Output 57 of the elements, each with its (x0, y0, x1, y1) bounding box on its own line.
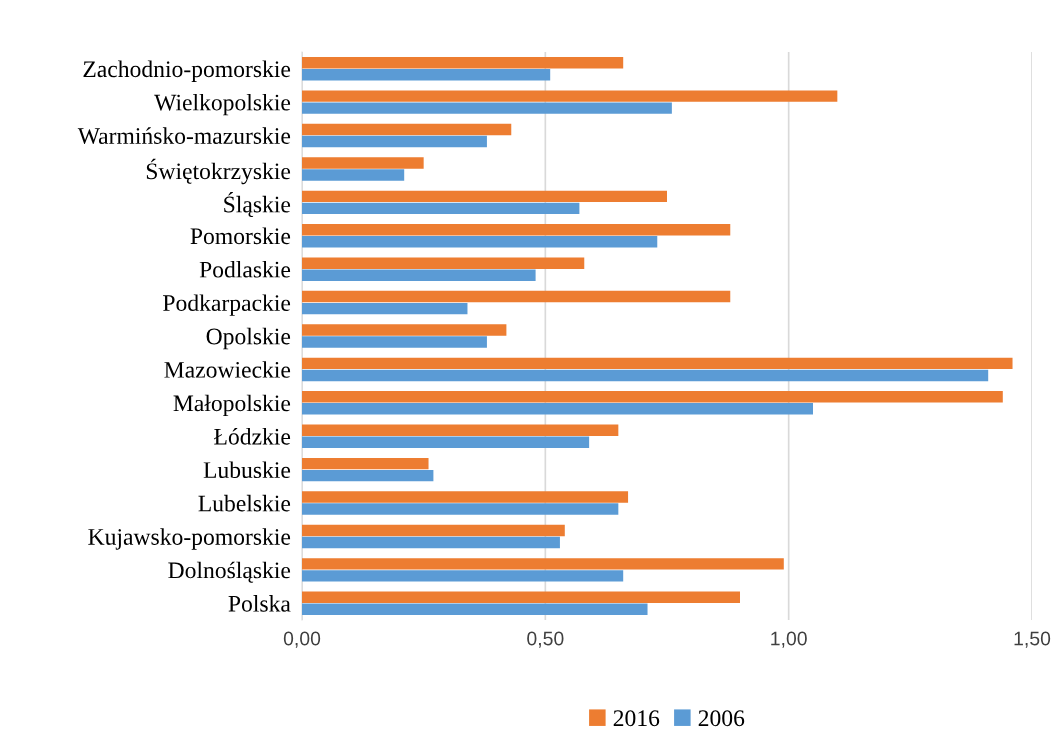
bar (302, 202, 580, 215)
y-tick-label: Kujawsko-pomorskie (88, 528, 291, 550)
y-tick-label: Opolskie (206, 327, 291, 350)
bar (302, 457, 429, 470)
bar (302, 536, 560, 549)
bar (302, 336, 487, 348)
bar (302, 424, 619, 436)
x-tick-label: 1,00 (771, 631, 807, 648)
bar (302, 436, 590, 448)
x-tick-label: 0,50 (527, 631, 564, 648)
y-tick-label: Mazowieckie (164, 361, 291, 378)
bar (302, 324, 507, 336)
bar (302, 236, 658, 248)
x-tick-label: 1,50 (1014, 631, 1051, 648)
bar (302, 491, 629, 503)
y-tick-label: Dolnośląskie (168, 561, 291, 583)
legend-label: 2006 (698, 710, 745, 727)
y-tick-label: Wielkopolskie (154, 93, 291, 116)
bar (302, 357, 1013, 370)
bar (302, 90, 838, 102)
y-tick-label: Małopolskie (173, 394, 291, 417)
y-tick-label: Zachodnio-pomorskie (83, 60, 291, 82)
y-tick-label: Polska (228, 595, 291, 612)
bar (302, 558, 784, 570)
bar (302, 603, 648, 616)
y-tick-label: Podkarpackie (163, 294, 291, 316)
bar (302, 56, 624, 69)
bar (302, 524, 565, 537)
y-tick-label: Śląskie (224, 192, 291, 217)
legend-label: 2016 (613, 710, 660, 727)
y-tick-label: Łódzkie (214, 428, 291, 445)
bar (302, 224, 731, 236)
bar (302, 257, 585, 269)
y-tick-label: Świętokrzyskie (146, 158, 291, 185)
y-tick-label: Lubuskie (203, 461, 291, 479)
bar (302, 169, 405, 181)
bar (302, 591, 740, 603)
bar (302, 190, 667, 203)
bar (302, 269, 536, 281)
y-tick-label: Lubelskie (198, 494, 291, 512)
bar (302, 69, 551, 81)
bar (302, 123, 512, 136)
bar (302, 290, 731, 303)
bar (302, 503, 619, 515)
bar (302, 369, 989, 382)
bar (302, 469, 434, 482)
bar (302, 403, 813, 415)
bar (302, 102, 672, 114)
bar (302, 302, 468, 315)
bar (302, 570, 624, 582)
y-tick-label: Podlaskie (199, 260, 291, 278)
bar (302, 135, 487, 148)
y-tick-label: Pomorskie (190, 227, 291, 245)
x-tick-label: 0,00 (283, 631, 321, 648)
bar (302, 157, 424, 169)
bar (302, 391, 1003, 403)
y-tick-label: Warmińsko-mazurskie (77, 127, 291, 145)
